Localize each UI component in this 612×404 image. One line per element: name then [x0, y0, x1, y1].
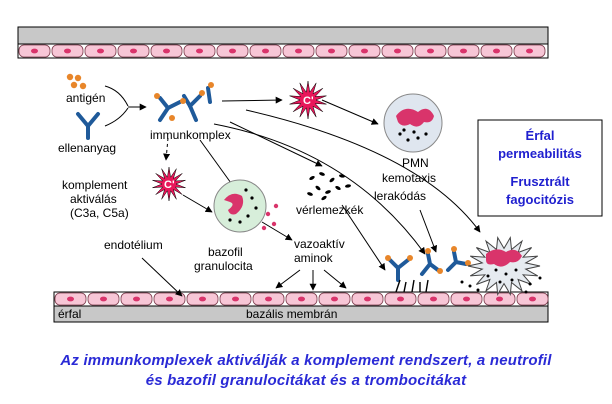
cell-nucleus	[229, 48, 236, 54]
cell-nucleus	[166, 296, 173, 302]
cell-nucleus	[397, 296, 404, 302]
vasoactive-label-1: vazoaktív	[294, 237, 345, 251]
cell-nucleus	[97, 48, 104, 54]
basement-membrane-label: bazális membrán	[246, 307, 337, 321]
cell-nucleus	[100, 296, 107, 302]
info-box-line-2: permeabilitás	[498, 146, 582, 161]
endothelium-label: endotélium	[104, 238, 163, 252]
vessel-wall-label: érfal	[58, 307, 81, 321]
pmn-cell	[383, 93, 443, 153]
deposited-complexes	[388, 250, 468, 282]
cell-nucleus	[361, 48, 368, 54]
cell-nucleus	[493, 48, 500, 54]
antibody-icon	[76, 112, 100, 140]
cell-nucleus	[298, 296, 305, 302]
complement-activation-label-1: komplement	[62, 178, 128, 192]
info-box-line-1: Érfal	[526, 128, 555, 143]
immune-complex-label: immunkomplex	[150, 128, 231, 142]
complement-activation-label-3: (C3a, C5a)	[70, 206, 129, 220]
complement-burst-left: C'	[152, 166, 186, 202]
basophil-cell	[213, 179, 279, 233]
deposition-label: lerakódás	[374, 189, 426, 203]
cell-nucleus	[232, 296, 239, 302]
cell-nucleus	[463, 296, 470, 302]
cell-nucleus	[427, 48, 434, 54]
caption-line-1: Az immunkomplexek aktiválják a komplemen…	[60, 352, 552, 369]
cell-nucleus	[496, 296, 503, 302]
complement-c-left-label: C'	[164, 179, 175, 191]
caption-line-2: és bazofil granulocitákat és a trombocit…	[145, 372, 467, 389]
cell-nucleus	[31, 48, 38, 54]
antigen-dots	[66, 73, 87, 90]
cell-nucleus	[262, 48, 269, 54]
basophil-label-2: granulocita	[194, 259, 253, 273]
cell-nucleus	[295, 48, 302, 54]
frustrated-phagocyte	[460, 236, 542, 296]
cell-nucleus	[67, 296, 74, 302]
cell-nucleus	[328, 48, 335, 54]
pathway-arrows	[141, 96, 481, 297]
bottom-vessel-wall	[53, 291, 549, 323]
platelets-icon	[307, 172, 351, 201]
platelet-deposit	[395, 279, 429, 293]
complement-c-top-label: C'	[303, 95, 314, 107]
cell-nucleus	[64, 48, 71, 54]
cell-nucleus	[163, 48, 170, 54]
bracket-arrows	[104, 85, 147, 127]
cell-nucleus	[331, 296, 338, 302]
info-box-line-4: fagocitózis	[506, 192, 574, 207]
pmn-chemotaxis-label: kemotaxis	[382, 171, 436, 185]
antigen-label: antigén	[66, 91, 105, 105]
info-box-line-3: Frusztrált	[510, 174, 570, 189]
cell-nucleus	[130, 48, 137, 54]
cell-nucleus	[199, 296, 206, 302]
cell-nucleus	[529, 296, 536, 302]
cell-nucleus	[430, 296, 437, 302]
platelets-label: vérlemezkék	[296, 203, 364, 217]
bottom-endothelial-cells	[54, 292, 549, 306]
complement-burst-top: C'	[289, 80, 327, 120]
cell-nucleus	[526, 48, 533, 54]
immune-complex-icon	[154, 82, 214, 122]
cell-nucleus	[364, 296, 371, 302]
cell-nucleus	[460, 48, 467, 54]
pmn-label: PMN	[402, 156, 429, 170]
cell-nucleus	[133, 296, 140, 302]
cell-nucleus	[394, 48, 401, 54]
info-box: Érfal permeabilitás Frusztrált fagocitóz…	[477, 119, 603, 217]
top-vessel-wall	[17, 26, 549, 59]
deposit-dots	[385, 246, 471, 274]
vasoactive-label-2: aminok	[294, 251, 334, 265]
top-endothelial-cells	[18, 44, 546, 58]
cell-nucleus	[196, 48, 203, 54]
complement-activation-label-2: aktiválás	[70, 192, 117, 206]
cell-nucleus	[265, 296, 272, 302]
antibody-label: ellenanyag	[58, 141, 116, 155]
basophil-label-1: bazofil	[208, 245, 243, 259]
